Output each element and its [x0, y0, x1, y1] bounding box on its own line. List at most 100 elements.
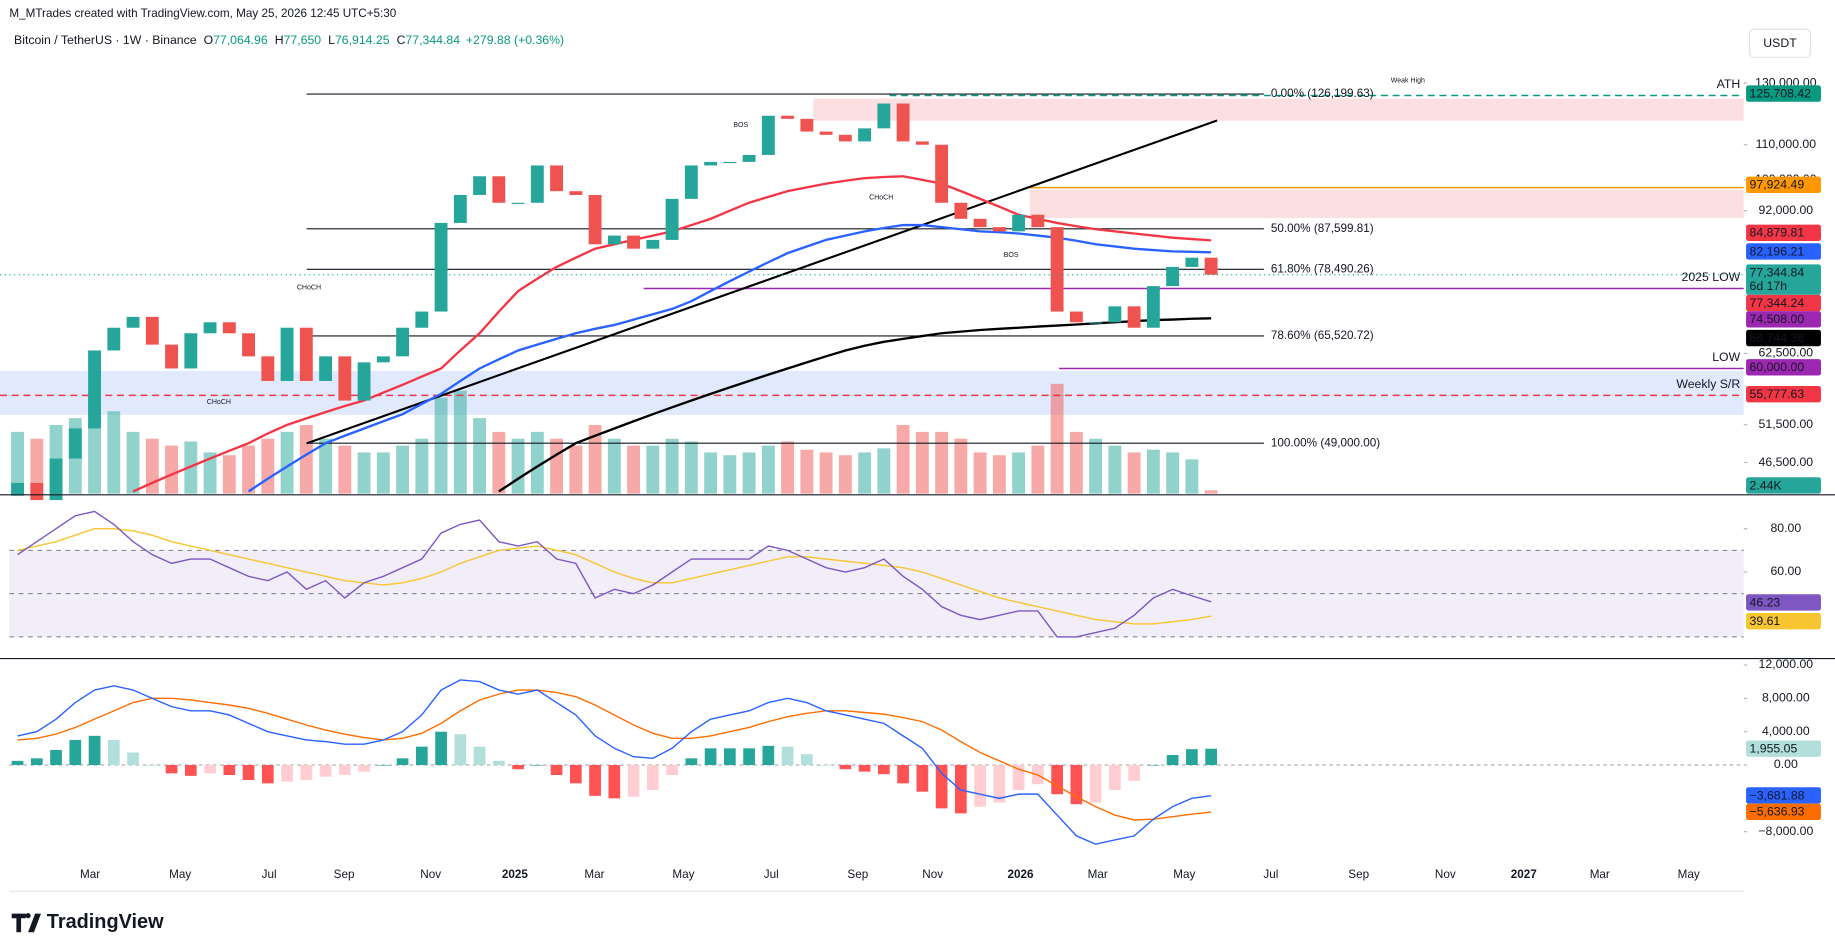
macd-histogram-bar: [1128, 765, 1140, 781]
value-box-label: −5,636.93: [1750, 805, 1805, 819]
candle-body: [415, 311, 429, 328]
volume-bar: [473, 418, 487, 494]
volume-bar: [607, 438, 621, 494]
candle-body: [434, 222, 448, 312]
y-tick-label: 46,500.00: [1759, 455, 1814, 469]
candle-body: [1012, 214, 1026, 232]
volume-bar: [665, 438, 679, 494]
macd-histogram-bar: [492, 760, 505, 766]
candle-body: [453, 194, 467, 223]
macd-histogram-bar: [550, 765, 563, 776]
annotation: CHoCH: [207, 399, 231, 406]
x-tick-label: 2027: [1511, 868, 1537, 881]
candle-body: [88, 350, 101, 429]
x-tick-label: 2025: [502, 868, 529, 881]
countdown: 6d 17h: [1750, 279, 1788, 293]
brand-name: TradingView: [47, 911, 164, 933]
macd-histogram-bar: [531, 765, 544, 766]
moving-average: [498, 317, 1212, 493]
macd-histogram-bar: [281, 765, 293, 782]
currency-label[interactable]: USDT: [1763, 36, 1797, 50]
candle-body: [992, 227, 1006, 232]
volume-bar: [1012, 452, 1026, 494]
volume-bar: [877, 448, 891, 494]
value-box-label: 1,955.05: [1750, 741, 1798, 755]
candle-body: [49, 458, 63, 501]
ohlc-key: O: [204, 33, 214, 47]
macd-histogram-bar: [300, 765, 313, 781]
volume-bar: [415, 438, 429, 494]
volume-bar: [1108, 445, 1122, 494]
macd-histogram-bar: [146, 765, 159, 766]
volume-bar: [299, 425, 313, 494]
volume-bar: [222, 455, 236, 494]
candle-body: [819, 131, 833, 135]
macd-signal-line: [17, 689, 1212, 821]
candle-body: [11, 482, 24, 496]
volume-bar: [1050, 383, 1064, 494]
macd-histogram-bar: [1205, 748, 1217, 766]
candle-body: [800, 118, 814, 132]
volume-bar: [1204, 490, 1218, 494]
currency-button[interactable]: USDT: [1748, 28, 1812, 58]
rsi-line: [17, 510, 1212, 638]
volume-bar: [858, 452, 872, 494]
macd-histogram-bar: [319, 765, 332, 777]
annotation: CHoCH: [869, 195, 893, 202]
macd-histogram-bar: [608, 765, 621, 799]
ohlc-key: C: [397, 33, 406, 47]
candle-body: [1146, 286, 1160, 328]
volume-bar: [838, 455, 852, 494]
y-tick-label: 8,000.00: [1762, 691, 1810, 705]
symbol-line: Bitcoin / TetherUS · 1W · Binance O77,064…: [14, 33, 564, 47]
x-tick-label: 2026: [1007, 868, 1034, 881]
candle-body: [665, 198, 679, 240]
candle-body: [492, 176, 506, 203]
volume-bar: [800, 449, 814, 494]
volume-bar: [627, 445, 641, 494]
volume-bar: [357, 452, 371, 494]
macd-histogram-bar: [646, 765, 659, 791]
volume-bar: [261, 438, 275, 494]
macd-histogram-bar: [897, 765, 909, 784]
volume-bar: [896, 425, 910, 494]
x-tick-label: Mar: [80, 868, 100, 881]
zones-layer: [0, 98, 1744, 637]
candle-body: [1127, 306, 1141, 328]
labels-layer: Bitcoin / TetherUS · 1W · Binance O77,064…: [14, 33, 1821, 881]
price-box-label: 77,344.84: [1750, 265, 1805, 279]
macd-histogram-bar: [569, 765, 582, 784]
value-box: [1746, 477, 1821, 494]
volume-bar: [530, 431, 544, 494]
ohlc-value: 76,914.25: [335, 33, 390, 47]
annotation: BOS: [1004, 252, 1019, 259]
y-tick-label: 12,000.00: [1759, 657, 1814, 671]
attribution: M_MTrades created with TradingView.com, …: [9, 7, 396, 20]
volume-bar: [935, 431, 949, 494]
macd-histogram-bar: [589, 765, 601, 796]
x-tick-label: Nov: [420, 868, 441, 881]
y-tick-label: 51,500.00: [1759, 417, 1814, 431]
macd-histogram-bar: [1166, 755, 1179, 766]
candle-body: [184, 333, 198, 369]
macd-histogram-bar: [762, 745, 775, 766]
macd-histogram-bar: [127, 752, 139, 766]
candle-body: [1069, 311, 1083, 323]
candle-body: [376, 356, 390, 363]
macd-histogram-bar: [935, 765, 948, 809]
volume-bar: [126, 431, 140, 494]
macd-histogram-bar: [165, 765, 178, 774]
value-box: [1746, 803, 1821, 820]
macd-histogram-bar: [107, 740, 120, 766]
candle-body: [761, 115, 775, 155]
volume-bar: [434, 397, 448, 494]
macd-histogram-bar: [627, 765, 640, 797]
x-tick-label: May: [1678, 868, 1700, 881]
value-box-label: 39.61: [1750, 614, 1781, 628]
macd-line: [17, 679, 1212, 845]
value-box: [1746, 176, 1821, 194]
currency-button-frame[interactable]: [1748, 28, 1812, 58]
value-box: [1746, 85, 1821, 102]
value-box: [1746, 311, 1821, 328]
candle-body: [30, 482, 44, 501]
